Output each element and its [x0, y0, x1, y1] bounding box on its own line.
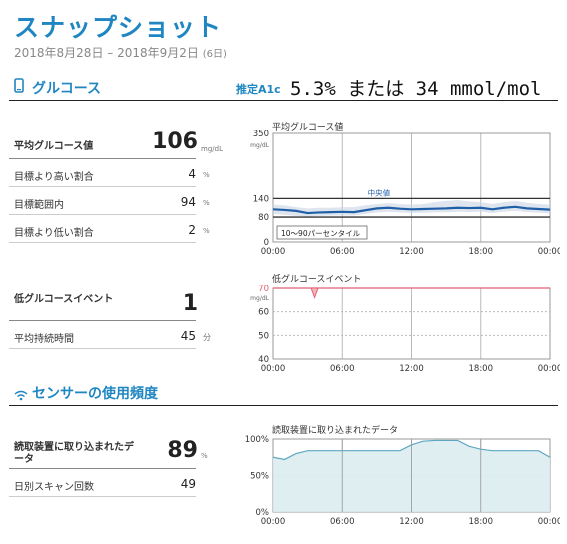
avg-duration-label: 平均持続時間: [14, 334, 74, 345]
above-target-unit: %: [203, 171, 210, 179]
avg-glucose-unit: mg/dL: [201, 145, 223, 153]
y-tick-label: 0: [264, 238, 269, 248]
in-range-label: 目標範囲内: [14, 200, 64, 211]
sensor-section-title: センサーの使用頻度: [32, 386, 158, 402]
y-tick-label: 80: [258, 213, 269, 223]
in-range-value: 94: [180, 195, 196, 209]
divider: [9, 320, 196, 321]
avg-glucose-value: 106: [152, 129, 198, 154]
glucose-chart-title: 平均グルコース値: [272, 123, 344, 133]
x-tick-label: 18:00: [469, 364, 494, 374]
x-tick-label: 18:00: [469, 517, 494, 527]
x-tick-label: 00:00: [261, 247, 286, 257]
median-line: [272, 205, 551, 215]
a1c-label: 推定A1c: [236, 83, 281, 96]
y-tick-label: 0%: [256, 508, 270, 518]
x-tick-label: 00:00: [538, 364, 560, 374]
low-chart-title: 低グルコースイベント: [272, 275, 362, 285]
captured-data-unit: %: [201, 452, 208, 460]
day-count: (6日): [202, 49, 227, 60]
avg-glucose-label: 平均グルコース値: [14, 141, 94, 152]
y-tick-label: 50%: [250, 472, 269, 482]
sensor-chart: 00:00 06:00 12:00 18:00 00:000%50%100%: [245, 435, 560, 527]
x-tick-label: 18:00: [469, 247, 494, 257]
daily-scans-label: 日別スキャン回数: [14, 482, 94, 493]
y-unit-label: mg/dL: [250, 295, 269, 302]
percentile-annotation: 10～90パーセンタイル: [281, 229, 361, 238]
y-tick-label: 40: [258, 355, 269, 365]
y-tick-label: 100%: [245, 435, 269, 445]
y-tick-label: 140: [253, 194, 269, 204]
captured-data-value: 89: [167, 438, 198, 463]
sensor-chart-title: 読取装置に取り込まれたデータ: [272, 426, 399, 436]
x-tick-label: 06:00: [330, 364, 355, 374]
divider: [9, 158, 196, 159]
x-tick-label: 12:00: [399, 247, 424, 257]
glucose-section-title: グルコース: [32, 81, 102, 97]
date-range-text: 2018年8月28日 – 2018年9月2日: [14, 46, 199, 60]
above-target-value: 4: [188, 167, 196, 181]
date-range: 2018年8月28日 – 2018年9月2日 (6日): [14, 44, 227, 61]
x-tick-label: 00:00: [261, 364, 286, 374]
y-tick-label: 70: [258, 285, 269, 294]
x-tick-label: 06:00: [330, 247, 355, 257]
below-target-value: 2: [188, 223, 196, 237]
avg-duration-value: 45: [180, 329, 196, 343]
x-tick-label: 00:00: [538, 247, 560, 257]
below-target-label: 目標より低い割合: [14, 228, 94, 239]
page-title: スナップショット: [14, 13, 223, 42]
glucose-chart: 00:00 06:00 12:00 18:00 00:00080140350mg/dL中…: [250, 130, 560, 257]
x-tick-label: 06:00: [330, 517, 355, 527]
divider: [9, 242, 196, 243]
below-target-unit: %: [203, 227, 210, 235]
divider: [9, 214, 196, 215]
x-tick-label: 00:00: [538, 517, 560, 527]
divider: [9, 468, 196, 469]
section-divider: [9, 100, 558, 101]
y-unit-label: mg/dL: [250, 142, 269, 149]
section-divider: [9, 405, 558, 406]
wifi-icon: [14, 386, 28, 405]
captured-data-label: 読取装置に取り込まれたデータ: [14, 442, 134, 465]
plot-frame: [272, 132, 551, 243]
x-tick-label: 00:00: [261, 517, 286, 527]
x-tick-label: 12:00: [399, 364, 424, 374]
in-range-unit: %: [203, 199, 210, 207]
above-target-label: 目標より高い割合: [14, 172, 94, 183]
daily-scans-value: 49: [180, 477, 196, 491]
y-tick-label: 50: [258, 331, 269, 341]
low-events-value: 1: [182, 291, 198, 316]
divider: [9, 186, 196, 187]
low-event-mark: [310, 287, 319, 299]
a1c-value: 5.3% または 34 mmol/mol: [290, 78, 542, 100]
avg-duration-unit: 分: [203, 333, 211, 342]
divider: [9, 348, 196, 349]
x-tick-label: 12:00: [399, 517, 424, 527]
percentile-legend-box: [276, 225, 368, 240]
y-tick-label: 60: [258, 308, 269, 318]
divider: [9, 496, 196, 497]
phone-icon: [14, 78, 24, 97]
y-tick-label: 350: [253, 130, 269, 139]
median-annotation: 中央値: [368, 187, 391, 197]
low-events-label: 低グルコースイベント: [14, 294, 114, 305]
